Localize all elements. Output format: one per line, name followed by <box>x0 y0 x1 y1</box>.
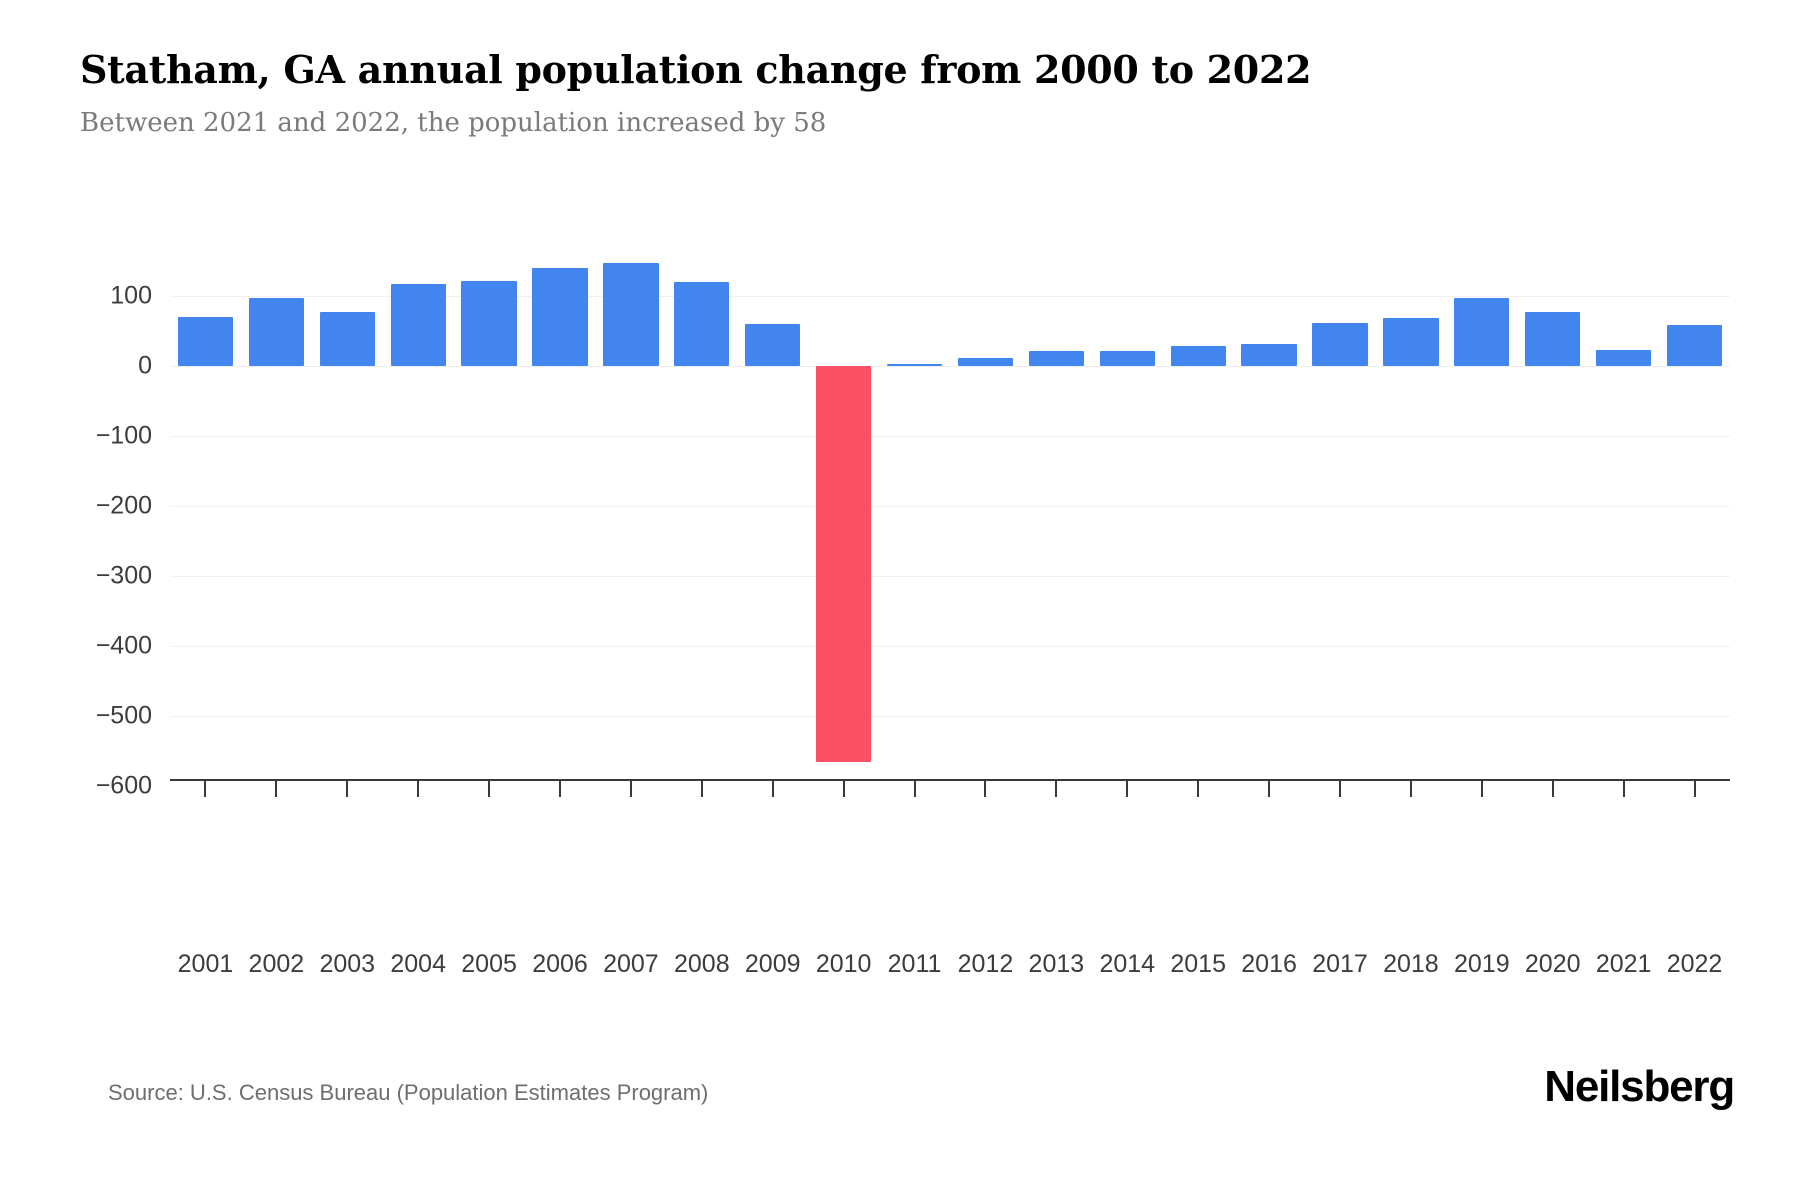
y-axis-tick-label: −600 <box>95 771 152 800</box>
x-axis-tick-mark <box>913 781 916 797</box>
x-axis-tick-label: 2021 <box>1595 950 1652 978</box>
y-axis-tick-label: −500 <box>95 701 152 730</box>
x-axis-tick-mark <box>1268 781 1271 797</box>
x-axis-tick-label: 2011 <box>887 950 942 978</box>
bar-2010[interactable] <box>815 366 872 762</box>
bar-2013[interactable] <box>1028 351 1084 366</box>
x-axis-tick-mark <box>771 781 774 797</box>
bar-2002[interactable] <box>248 298 304 366</box>
gridline-0 <box>170 366 1730 367</box>
x-axis-tick-label: 2003 <box>319 950 376 978</box>
x-axis-tick-label: 2015 <box>1170 950 1226 978</box>
bar-2022[interactable] <box>1666 325 1723 366</box>
bar-2004[interactable] <box>390 284 446 366</box>
bar-2011[interactable] <box>886 363 943 366</box>
x-axis-tick-label: 2013 <box>1028 950 1085 978</box>
x-axis-tick-mark <box>1622 781 1625 797</box>
x-axis-tick-label: 2005 <box>461 950 517 978</box>
bar-2007[interactable] <box>603 263 659 366</box>
x-axis-tick-mark <box>842 781 845 797</box>
y-axis-tick-label: −400 <box>95 631 152 660</box>
x-axis-tick-mark <box>275 781 278 797</box>
x-axis-tick-label: 2012 <box>957 950 1014 978</box>
x-axis-line <box>170 779 1730 781</box>
page-title: Statham, GA annual population change fro… <box>80 47 1312 92</box>
x-axis-tick-label: 2006 <box>532 950 588 978</box>
x-axis-tick-mark <box>700 781 703 797</box>
bar-2016[interactable] <box>1241 344 1297 366</box>
x-axis-tick-mark <box>417 781 420 797</box>
y-axis-tick-label: −100 <box>95 421 152 450</box>
gridline--400 <box>170 646 1730 647</box>
gridline-100 <box>170 296 1730 297</box>
x-axis-tick-label: 2002 <box>248 950 305 978</box>
bar-2012[interactable] <box>957 357 1014 366</box>
x-axis-tick-label: 2010 <box>815 950 872 978</box>
x-axis-tick-mark <box>1693 781 1696 797</box>
bar-2015[interactable] <box>1170 346 1226 366</box>
x-axis-tick-mark <box>984 781 987 797</box>
chart-subtitle: Between 2021 and 2022, the population in… <box>80 107 827 138</box>
x-axis-tick-label: 2014 <box>1099 950 1156 978</box>
bar-2005[interactable] <box>461 281 517 366</box>
x-axis-tick-mark <box>559 781 561 797</box>
x-axis-tick-label: 2009 <box>744 950 801 978</box>
bar-2006[interactable] <box>532 268 588 366</box>
x-axis-tick-label: 2001 <box>177 950 234 978</box>
chart-header: Statham, GA annual population change fro… <box>80 48 1740 139</box>
x-axis-tick-mark <box>1480 781 1483 797</box>
x-axis-tick-mark <box>1339 781 1341 797</box>
x-axis-tick-mark <box>629 781 632 797</box>
x-axis-tick-label: 2004 <box>390 950 446 978</box>
source-note: Source: U.S. Census Bureau (Population E… <box>108 1080 709 1105</box>
x-axis-tick-label: 2020 <box>1524 950 1581 978</box>
y-axis-tick-label: −300 <box>95 561 152 590</box>
x-axis-tick-label: 2016 <box>1241 950 1297 978</box>
gridline--300 <box>170 576 1730 577</box>
x-axis-tick-label: 2018 <box>1383 950 1439 978</box>
y-axis-tick-label: −200 <box>95 491 152 520</box>
bar-2020[interactable] <box>1525 312 1581 366</box>
gridline--500 <box>170 716 1730 717</box>
gridline--100 <box>170 436 1730 437</box>
gridline--200 <box>170 506 1730 507</box>
x-axis-tick-mark <box>1551 781 1554 797</box>
x-axis-tick-mark <box>1126 781 1129 797</box>
x-axis-tick-label: 2008 <box>674 950 730 978</box>
bar-2019[interactable] <box>1454 298 1510 366</box>
bar-2003[interactable] <box>319 312 375 366</box>
x-axis-tick-label: 2017 <box>1312 950 1368 978</box>
y-axis-tick-label: 0 <box>138 351 152 380</box>
bar-2009[interactable] <box>745 324 801 366</box>
x-axis-tick-mark <box>204 781 207 797</box>
bar-2008[interactable] <box>674 282 730 366</box>
x-axis-tick-label: 2019 <box>1454 950 1510 978</box>
x-axis-tick-mark <box>1055 781 1058 797</box>
x-axis-tick-label: 2022 <box>1666 950 1723 978</box>
bar-2021[interactable] <box>1595 349 1652 366</box>
bar-2018[interactable] <box>1383 318 1439 366</box>
x-axis-tick-mark <box>488 781 491 797</box>
bar-2014[interactable] <box>1099 351 1155 366</box>
bar-2001[interactable] <box>177 317 234 366</box>
x-axis-tick-mark <box>346 781 349 797</box>
bar-2017[interactable] <box>1312 323 1368 366</box>
x-axis-tick-mark <box>1409 781 1412 797</box>
x-axis-tick-mark <box>1197 781 1200 797</box>
y-axis-tick-label: 100 <box>110 281 152 310</box>
brand-logo: Neilsberg <box>1544 1062 1735 1111</box>
x-axis-tick-label: 2007 <box>603 950 659 978</box>
